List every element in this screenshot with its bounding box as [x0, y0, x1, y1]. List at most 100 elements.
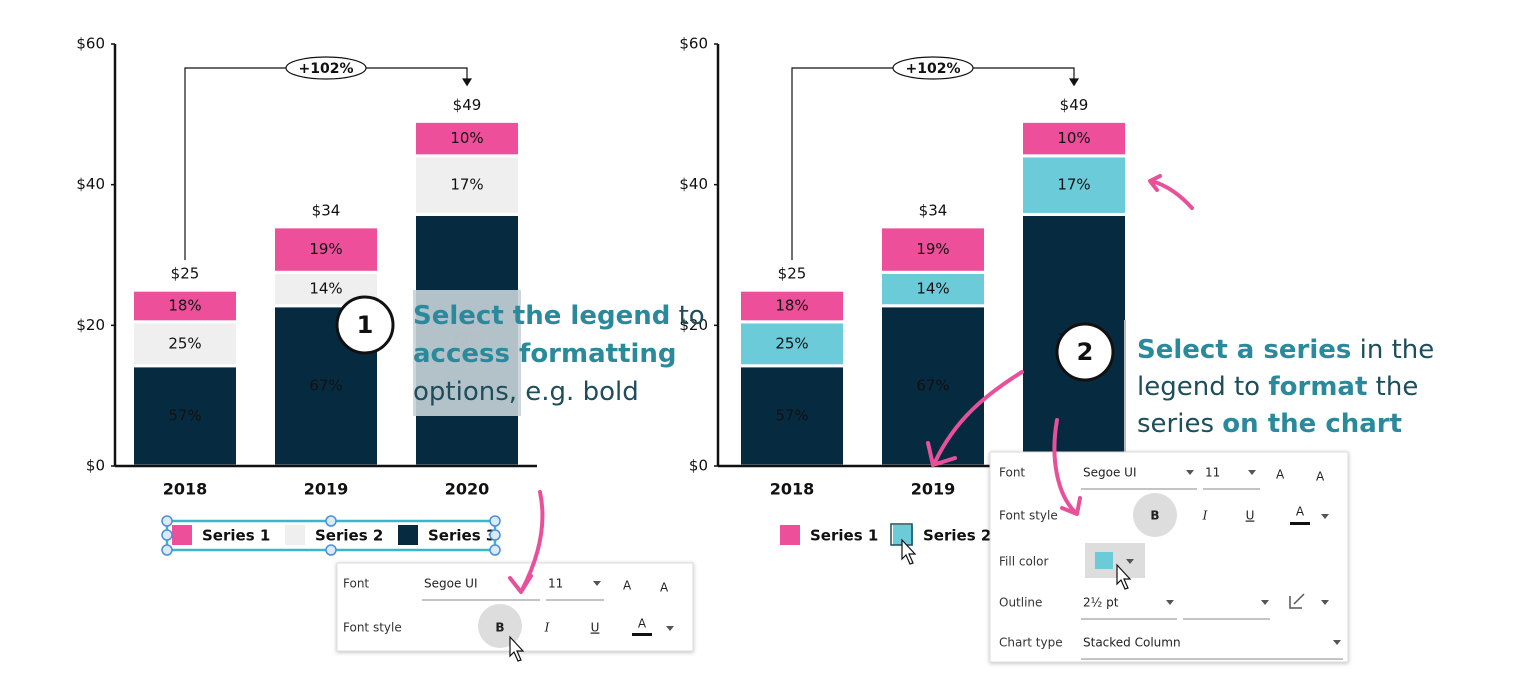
- y-tick-label: $0: [86, 457, 105, 475]
- data-label: 67%: [916, 376, 949, 394]
- data-label: 14%: [309, 280, 342, 298]
- pen-icon[interactable]: [1289, 593, 1305, 609]
- font-select[interactable]: Segoe UI: [424, 577, 477, 591]
- font-select[interactable]: Segoe UI: [1083, 466, 1136, 480]
- underline-button[interactable]: U: [591, 621, 600, 635]
- data-label: 19%: [309, 240, 342, 258]
- dropdown-arrow: [1321, 600, 1329, 605]
- x-tick-label: 2018: [163, 480, 208, 499]
- bar-segment: [272, 225, 380, 274]
- size-select[interactable]: 11: [1205, 466, 1220, 480]
- dropdown-arrow: [1261, 600, 1269, 605]
- legend-label: Series 3: [428, 527, 496, 545]
- arrow: [508, 490, 545, 594]
- dropdown-arrow: [593, 581, 601, 586]
- legend-swatch: [893, 525, 913, 545]
- callout-text: legend to: [1137, 372, 1268, 402]
- callout-bold: format: [1268, 372, 1367, 402]
- callout-text: the: [1367, 372, 1418, 402]
- italic-button[interactable]: I: [1202, 509, 1208, 523]
- data-label: 17%: [1057, 176, 1090, 194]
- callout-bold: access formatting: [413, 339, 677, 369]
- x-tick-label: 2020: [445, 480, 490, 499]
- bold-button[interactable]: B: [1150, 509, 1159, 523]
- bar-segment: [131, 288, 239, 324]
- grow-font[interactable]: A: [1276, 468, 1285, 482]
- bar-segment: [413, 119, 521, 158]
- font-color-button[interactable]: A: [638, 617, 647, 631]
- data-label: 17%: [450, 176, 483, 194]
- x-tick-label: 2018: [770, 480, 815, 499]
- dropdown-arrow: [1321, 514, 1329, 519]
- bold-highlight: [1133, 493, 1177, 537]
- legend-swatch: [172, 525, 192, 545]
- callout-line: access formatting: [413, 339, 677, 369]
- outline-select[interactable]: 2½ pt: [1083, 596, 1119, 610]
- bold-highlight: [478, 604, 522, 648]
- data-label: 19%: [916, 240, 949, 258]
- data-label: 14%: [916, 280, 949, 298]
- total-label: $25: [778, 265, 807, 283]
- cursor: [901, 538, 917, 565]
- step-number: 1: [357, 311, 374, 339]
- bar-segment: [879, 270, 987, 308]
- field-label: Font style: [343, 621, 402, 635]
- italic-button[interactable]: I: [544, 621, 550, 635]
- callout-line: options, e.g. bold: [413, 377, 639, 407]
- arrow: [1148, 174, 1194, 210]
- annotation-oval: [892, 56, 974, 80]
- total-label: $34: [312, 201, 341, 219]
- font-color-button[interactable]: A: [1296, 505, 1305, 519]
- callout-line: legend to format the: [1137, 372, 1418, 402]
- dropdown-arrow: [1166, 600, 1174, 605]
- bold-button[interactable]: B: [495, 621, 504, 635]
- cursor: [509, 635, 525, 662]
- data-label: 57%: [168, 406, 201, 424]
- bar-segment: [1020, 154, 1128, 216]
- total-label: $49: [453, 96, 482, 114]
- callout-text: options, e.g. bold: [413, 377, 639, 407]
- data-label: 18%: [168, 296, 201, 314]
- total-label: $25: [171, 265, 200, 283]
- field-label: Font: [343, 577, 369, 591]
- dropdown-arrow: [1333, 640, 1341, 645]
- annotation-label: +102%: [906, 61, 961, 77]
- total-label: $49: [1060, 96, 1089, 114]
- callout-bold: Select a series: [1137, 335, 1351, 365]
- fill-swatch: [1095, 552, 1113, 569]
- panel-bg: [989, 451, 1349, 663]
- callout-text: in the: [1351, 335, 1434, 365]
- data-label: 10%: [450, 129, 483, 147]
- fill-button[interactable]: [1085, 543, 1145, 578]
- dropdown-arrow: [1186, 470, 1194, 475]
- chart-type-select[interactable]: Stacked Column: [1083, 636, 1181, 650]
- step-badge: [1055, 322, 1115, 382]
- annotation-label: +102%: [299, 61, 354, 77]
- callout-text: to: [670, 301, 704, 331]
- legend-swatch: [285, 525, 305, 545]
- arrow: [926, 370, 1024, 467]
- y-tick-label: $0: [689, 457, 708, 475]
- legend-label: Series 1: [810, 527, 878, 545]
- total-label: $34: [919, 201, 948, 219]
- y-tick-label: $20: [76, 316, 105, 334]
- legend-label: Series 2: [923, 527, 991, 545]
- field-label: Outline: [999, 596, 1042, 610]
- shrink-font[interactable]: A: [660, 581, 669, 595]
- callout-bold: Select the legend: [413, 301, 670, 331]
- chart-left: $0 $20 $40 $60 57% 25% 18% $25 2018 67% 14% 19% $34 2…: [76, 35, 537, 545]
- legend-swatch: [398, 525, 418, 545]
- underline-button[interactable]: U: [1246, 509, 1255, 523]
- size-select[interactable]: 11: [548, 577, 563, 591]
- legend-selection: [161, 515, 501, 556]
- dropdown-arrow: [666, 626, 674, 631]
- field-label: Font style: [999, 509, 1058, 523]
- callout-bold: on the chart: [1222, 409, 1402, 439]
- grow-font[interactable]: A: [623, 579, 632, 593]
- bar-segment: [131, 320, 239, 368]
- shrink-font[interactable]: A: [1316, 470, 1325, 484]
- step-number: 2: [1077, 338, 1094, 366]
- legend-swatch: [780, 525, 800, 545]
- data-label: 25%: [775, 334, 808, 352]
